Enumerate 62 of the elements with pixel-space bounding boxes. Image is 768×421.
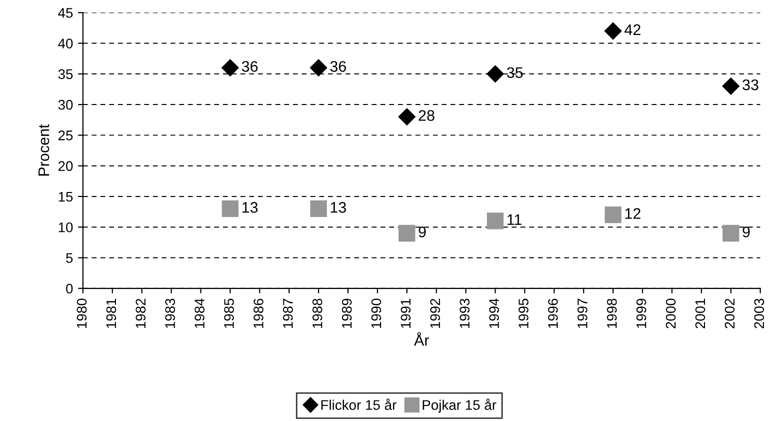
point	[486, 65, 504, 82]
point	[310, 59, 328, 76]
x-tick-label: 1994	[489, 298, 499, 328]
point	[604, 22, 622, 40]
y-tick-label: 10	[58, 222, 73, 232]
point	[486, 212, 504, 230]
x-tick-label: 1993	[460, 298, 470, 328]
data-label: 33	[742, 79, 758, 90]
y-tick-label: 40	[58, 38, 73, 48]
y-axis-title: Procent	[38, 124, 50, 176]
y-tick-label: 0	[66, 284, 73, 294]
x-tick-label: 1988	[312, 298, 322, 328]
data-label: 28	[418, 110, 434, 121]
x-tick-label: 1986	[254, 298, 264, 328]
data-label: 12	[625, 208, 640, 219]
data-label: 9	[418, 226, 426, 238]
y-tick-label: 35	[58, 69, 73, 80]
x-tick-label: 2002	[724, 298, 735, 328]
x-tick-label: 1998	[606, 298, 617, 328]
x-tick-label: 2001	[695, 298, 706, 328]
x-tick-label: 1987	[282, 298, 293, 328]
data-label: 35	[506, 67, 523, 78]
x-tick-label: 1989	[342, 298, 352, 328]
point	[722, 78, 740, 95]
x-tick-label: 1999	[636, 298, 646, 328]
x-tick-label: 1997	[578, 298, 588, 328]
x-tick-label: 1990	[371, 298, 382, 328]
legend-label: Flickor 15 år	[321, 398, 396, 410]
y-tick-label: 30	[58, 100, 73, 110]
legend-label: Pojkar 15 år	[422, 398, 496, 413]
y-tick-label: 15	[58, 192, 73, 202]
data-label: 36	[242, 61, 258, 72]
point	[398, 224, 416, 242]
point	[222, 59, 239, 76]
point	[722, 224, 740, 242]
x-tick-label: 1991	[400, 298, 411, 328]
x-tick-label: 1984	[194, 298, 204, 328]
x-tick-label: 1995	[518, 298, 528, 328]
x-tick-label: 1980	[76, 298, 87, 328]
data-label: 13	[242, 202, 258, 213]
data-label: 36	[330, 61, 346, 72]
data-label: 42	[624, 24, 640, 35]
y-tick-label: 25	[58, 130, 73, 140]
point	[222, 200, 239, 218]
point	[310, 200, 327, 218]
data-label: 13	[330, 202, 346, 213]
x-tick-label: 1996	[548, 298, 558, 328]
x-tick-label: 1992	[430, 298, 440, 328]
x-tick-label: 2000	[666, 298, 676, 328]
y-tick-label: 5	[66, 253, 73, 263]
data-label: 11	[508, 214, 522, 225]
x-tick-label: 1981	[106, 298, 116, 328]
y-tick-label: 45	[58, 8, 73, 18]
point	[604, 206, 622, 224]
x-tick-label: 1983	[165, 298, 176, 328]
point	[398, 108, 416, 126]
y-tick-label: 20	[58, 161, 73, 171]
x-tick-label: 2003	[754, 298, 764, 328]
x-tick-label: 1982	[136, 298, 146, 328]
data-label: 9	[742, 226, 750, 238]
x-axis-title: År	[414, 332, 430, 346]
x-tick-label: 1985	[224, 298, 234, 328]
